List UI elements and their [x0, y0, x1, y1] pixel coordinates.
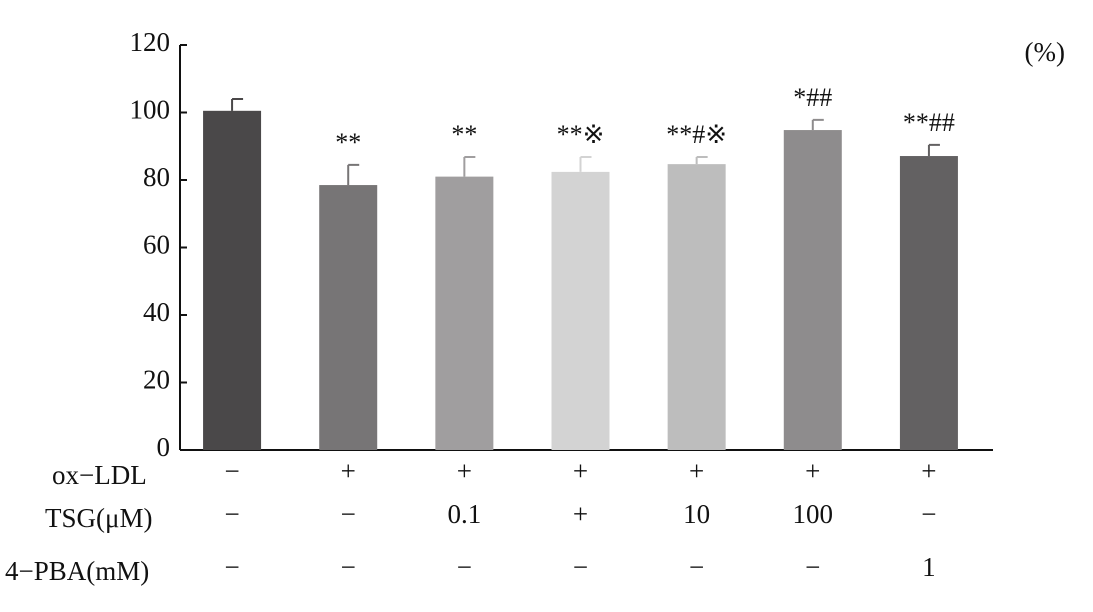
row-cell: + [921, 456, 936, 486]
row-label: ox−LDL [52, 460, 147, 490]
row-cell: + [341, 456, 356, 486]
row-cell: 0.1 [447, 499, 481, 529]
significance-label: ** [335, 128, 361, 157]
row-cell: + [573, 499, 588, 529]
significance-label: **#※ [666, 120, 727, 149]
error-bar [927, 143, 940, 157]
row-cell: − [573, 552, 588, 582]
y-tick-label: 100 [130, 95, 171, 125]
error-bar [695, 156, 708, 165]
row-cell: + [457, 456, 472, 486]
row-cell: − [805, 552, 820, 582]
error-bar [463, 156, 476, 177]
unit-label: (%) [1025, 37, 1065, 67]
bar [203, 110, 262, 450]
error-bar [811, 118, 824, 131]
error-bar [231, 98, 244, 111]
row-cell: − [224, 552, 239, 582]
row-cell: 100 [793, 499, 834, 529]
significance-label: *## [793, 83, 832, 112]
y-tick-label: 60 [143, 230, 170, 260]
significance-label: **※ [557, 120, 605, 149]
significance-label: ** [451, 120, 477, 149]
row-cell: − [341, 499, 356, 529]
row-cell: + [689, 456, 704, 486]
row-cell: − [689, 552, 704, 582]
bar [899, 156, 958, 450]
row-label: 4−PBA(mM) [5, 556, 149, 586]
row-cell: − [457, 552, 472, 582]
row-cell: 10 [683, 499, 710, 529]
bar [319, 185, 378, 450]
y-tick-label: 40 [143, 297, 170, 327]
row-cell: 1 [922, 552, 936, 582]
bar [667, 164, 726, 450]
row-cell: − [224, 499, 239, 529]
row-cell: − [921, 499, 936, 529]
error-bar [347, 163, 360, 186]
row-cell: + [805, 456, 820, 486]
bar [435, 176, 494, 450]
row-cell: − [224, 456, 239, 486]
row-label: TSG(μM) [45, 503, 152, 533]
y-tick-label: 80 [143, 162, 170, 192]
y-tick-label: 20 [143, 365, 170, 395]
y-tick-label: 0 [157, 432, 171, 462]
row-cell: − [341, 552, 356, 582]
bar [783, 130, 842, 451]
row-cell: + [573, 456, 588, 486]
error-bar [579, 156, 592, 172]
significance-label: **## [903, 108, 955, 137]
bar [551, 171, 610, 450]
y-tick-label: 120 [130, 27, 171, 57]
